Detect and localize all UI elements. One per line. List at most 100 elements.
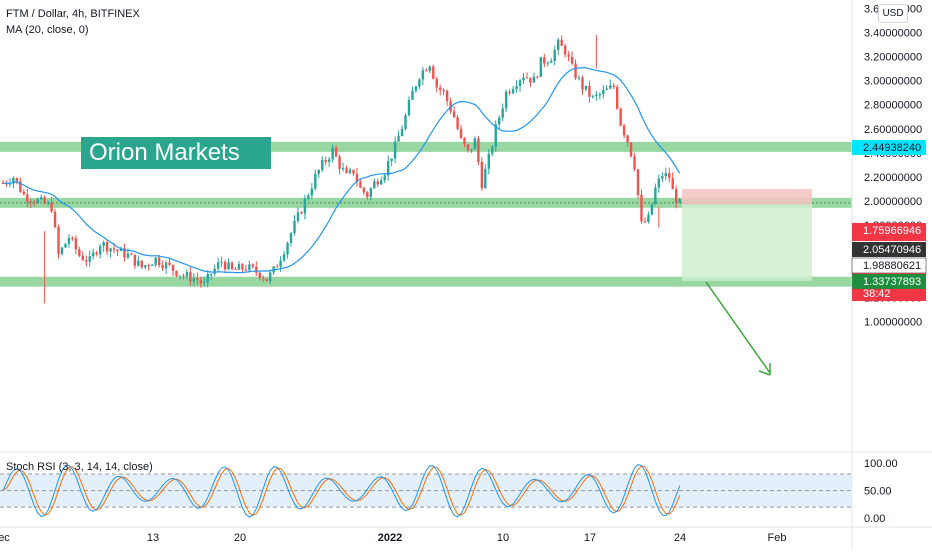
price-tick-label: 1.00000000: [864, 316, 922, 328]
candles-layer: [1, 34, 681, 304]
candle-body: [584, 85, 588, 90]
candle-body: [57, 226, 60, 255]
candle-body: [636, 169, 640, 195]
candle-body: [334, 147, 338, 157]
candle-body: [210, 273, 213, 275]
candle-body: [491, 146, 494, 154]
candle-body: [414, 86, 418, 91]
candle-body: [671, 178, 674, 190]
price-tag-bg: [852, 242, 926, 257]
stoch-rsi-title: Stoch RSI (3, 3, 14, 14, close): [6, 461, 153, 473]
candle-body: [296, 212, 300, 221]
candle-body: [133, 254, 137, 266]
price-tag-bg: [852, 273, 926, 289]
candle-body: [78, 249, 81, 256]
price-tick-label: 2.20000000: [864, 172, 922, 184]
candle-body: [341, 168, 345, 170]
candle-body: [546, 62, 549, 64]
price-tag-bg: [852, 222, 926, 238]
candle-body: [255, 266, 258, 273]
candle-body: [321, 159, 324, 171]
candle-body: [324, 159, 327, 162]
candle-body: [119, 247, 123, 252]
candle-body: [29, 201, 32, 203]
candle-body: [470, 149, 473, 151]
stop-loss-zone[interactable]: [682, 189, 812, 205]
candle-body: [279, 260, 282, 267]
candle-body: [175, 270, 178, 277]
candle-body: [262, 277, 265, 280]
price-tag-label: 1.98880621: [863, 260, 921, 272]
candle-body: [456, 117, 459, 129]
candle-body: [265, 279, 268, 282]
price-tick-label: 2.60000000: [864, 124, 922, 136]
candle-body: [223, 261, 227, 270]
candle-body: [557, 39, 560, 50]
currency-button[interactable]: USD: [878, 4, 908, 23]
candle-body: [161, 265, 164, 269]
candle-body: [380, 180, 383, 185]
candle-body: [487, 153, 490, 169]
candle-body: [12, 177, 15, 184]
take-profit-zone[interactable]: [682, 204, 812, 281]
candle-body: [244, 269, 248, 271]
candle-body: [609, 85, 612, 89]
candle-body: [390, 158, 393, 162]
candle-body: [668, 173, 671, 179]
candle-body: [550, 60, 553, 63]
chart-header: FTM / Dollar, 4h, BITFINEX MA (20, close…: [6, 6, 140, 38]
candle-body: [64, 243, 67, 248]
candle-body: [588, 85, 591, 97]
brand-label: Orion Markets: [81, 137, 271, 169]
candle-body: [185, 272, 189, 277]
candle-body: [633, 156, 636, 170]
candle-body: [581, 77, 584, 90]
candle-body: [435, 78, 438, 88]
candle-body: [53, 211, 57, 227]
candle-body: [85, 260, 88, 262]
candle-body: [213, 268, 216, 274]
candle-body: [664, 173, 667, 177]
candle-body: [189, 272, 192, 282]
candle-body: [164, 262, 168, 269]
candle-body: [196, 278, 199, 280]
candle-body: [241, 264, 244, 270]
price-tags: 2.449382402.101889782.054709461.98880621…: [851, 139, 927, 301]
candle-body: [619, 108, 622, 126]
candle-body: [348, 169, 352, 174]
candle-body: [560, 39, 563, 46]
candle-body: [123, 247, 126, 258]
candle-body: [480, 161, 484, 189]
candle-body: [112, 248, 116, 250]
candle-body: [577, 77, 581, 79]
candle-body: [553, 49, 556, 61]
time-tick-label: 10: [497, 532, 509, 544]
time-tick-label: 13: [147, 532, 159, 544]
candle-body: [622, 125, 626, 136]
candle-body: [50, 202, 53, 212]
candle-body: [227, 262, 230, 270]
candle-body: [494, 124, 497, 147]
candle-body: [418, 79, 421, 87]
candle-body: [216, 262, 220, 269]
candle-body: [525, 77, 529, 79]
moving-average-line: [2, 67, 681, 274]
candle-body: [536, 76, 539, 78]
candle-body: [508, 91, 511, 94]
candle-body: [109, 248, 112, 252]
stoch-tick-label: 50.00: [864, 486, 892, 498]
candle-body: [674, 189, 678, 203]
candle-body: [504, 91, 508, 109]
candle-body: [303, 198, 307, 214]
candle-body: [338, 156, 341, 169]
candle-body: [286, 242, 289, 255]
candle-body: [293, 220, 296, 234]
price-tick-label: 3.20000000: [864, 52, 922, 64]
candle-body: [137, 260, 140, 266]
candle-body: [501, 108, 504, 118]
candle-body: [203, 282, 206, 284]
candle-body: [144, 265, 147, 268]
candle-body: [439, 87, 442, 91]
